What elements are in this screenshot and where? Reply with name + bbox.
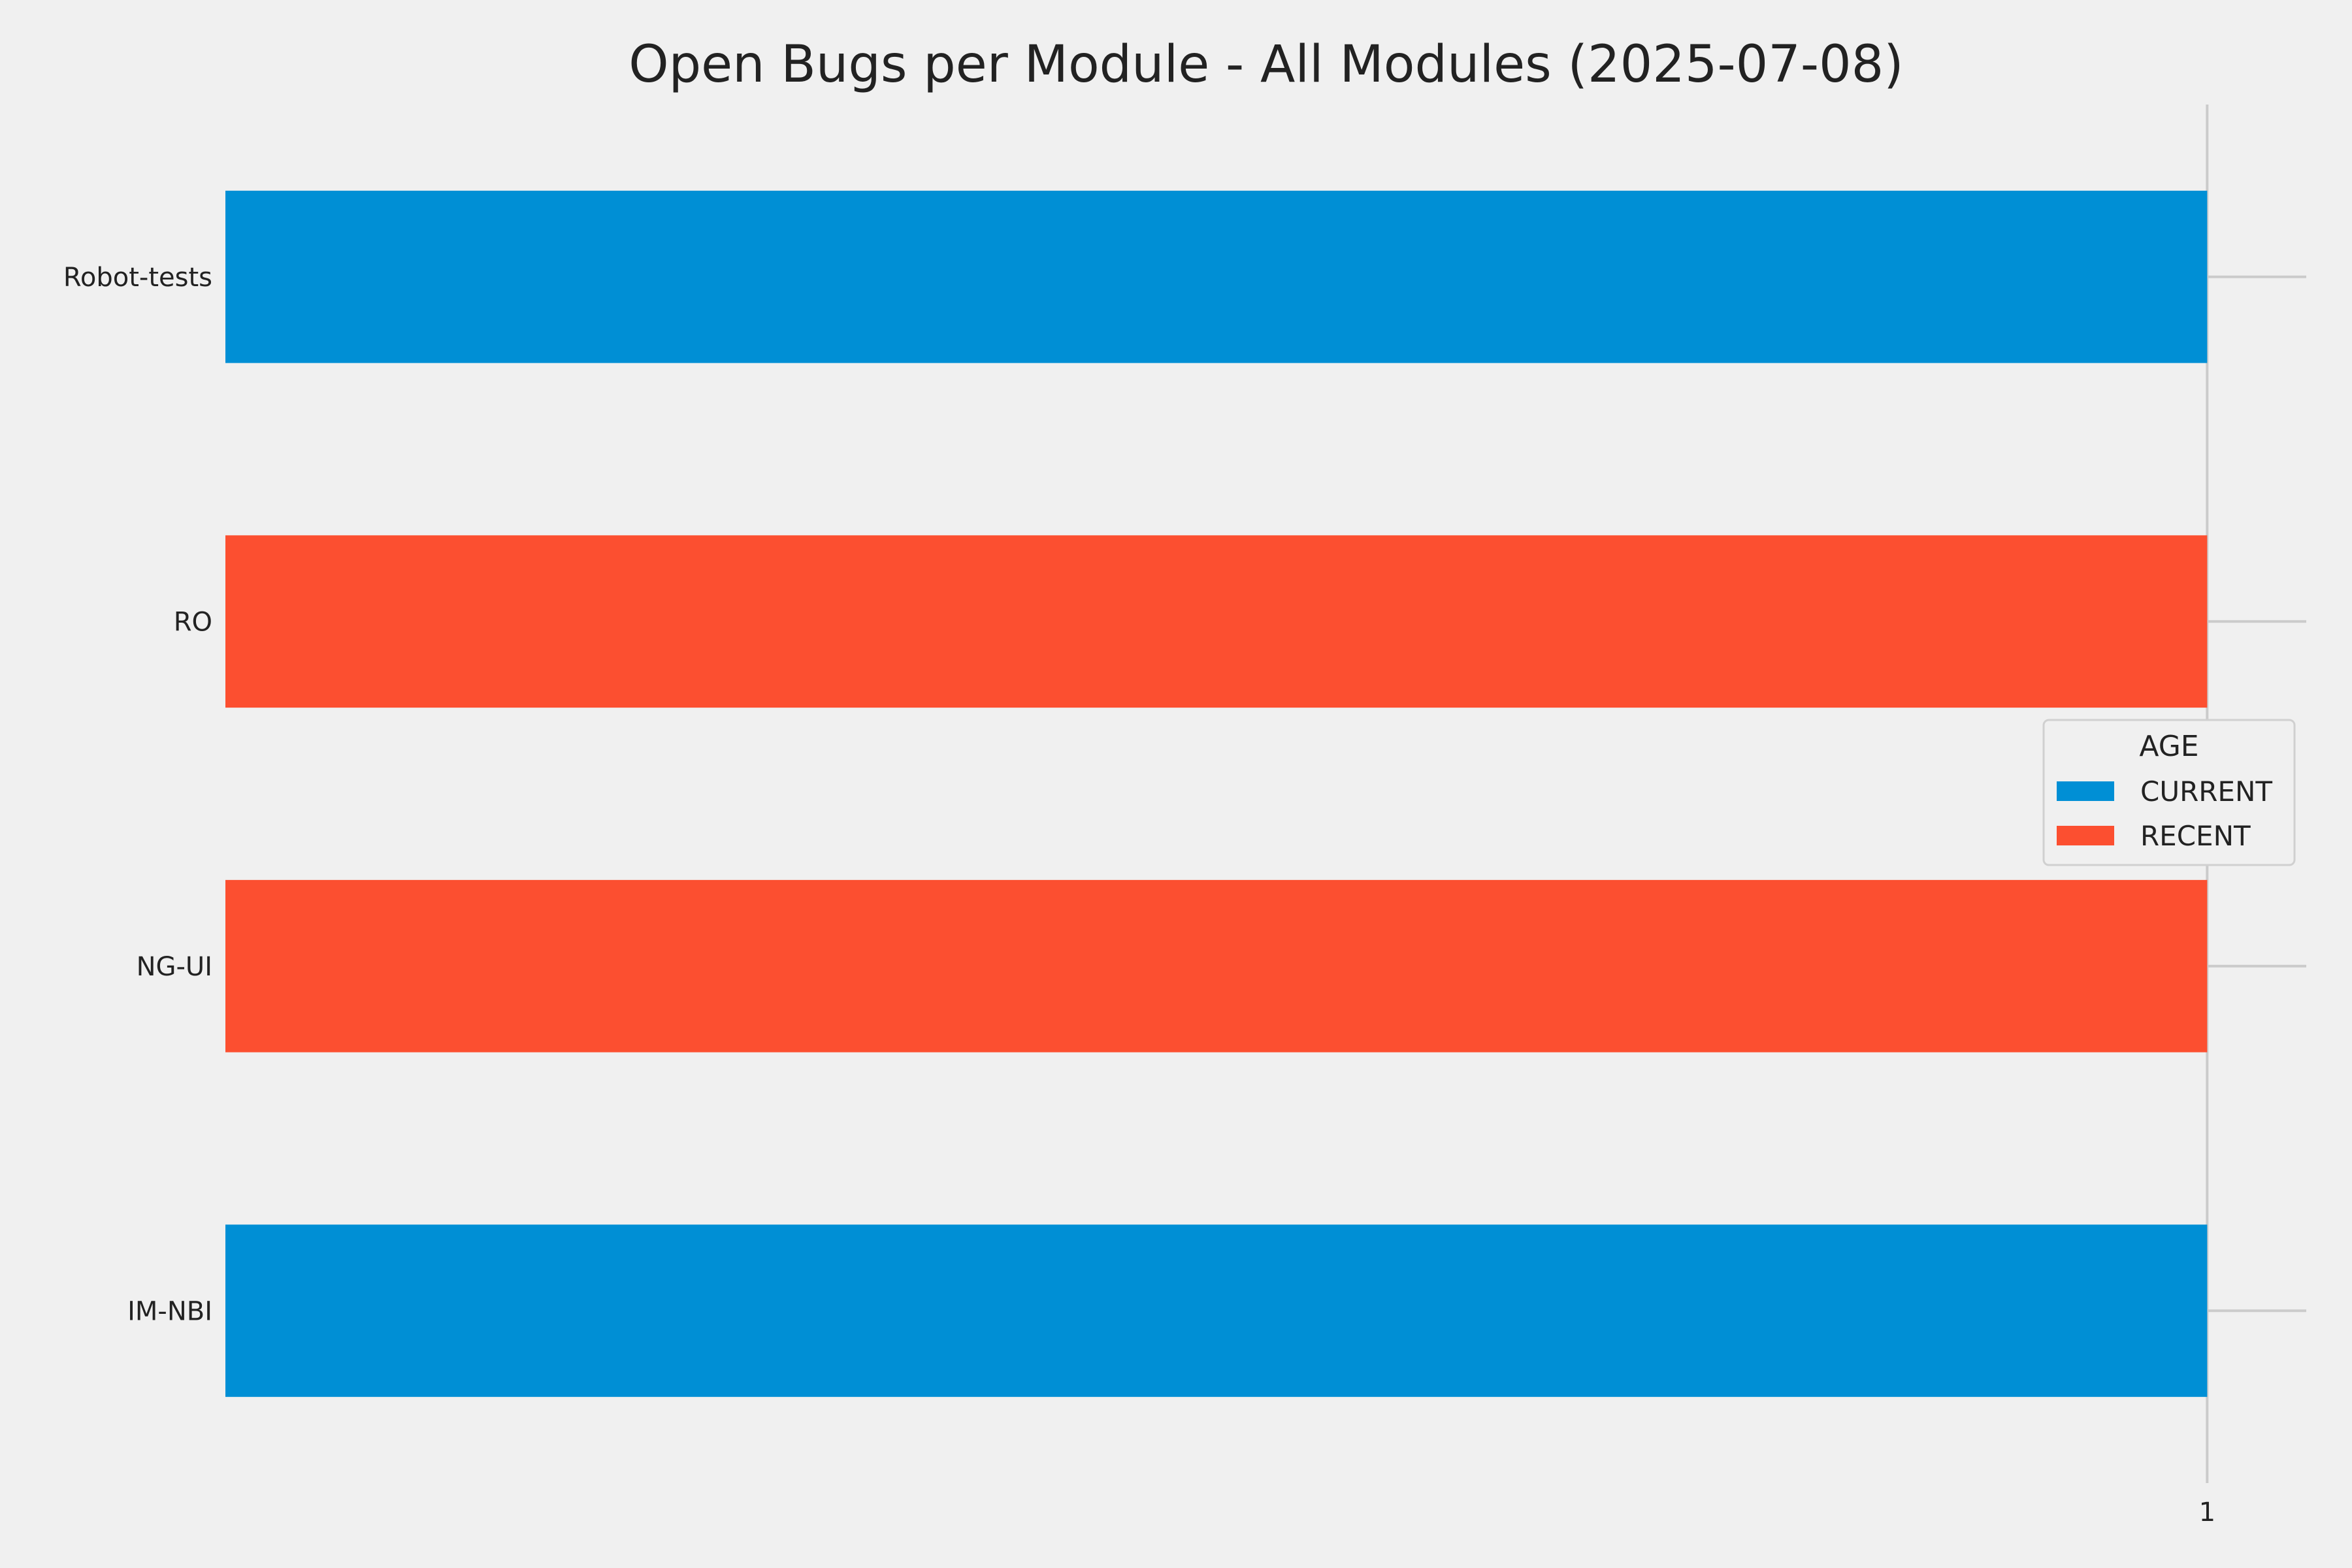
x-tick-labels: 1 [2199, 1497, 2215, 1527]
legend-label-recent: RECENT [2140, 820, 2251, 852]
bar-robot-tests [225, 190, 2208, 363]
legend: AGE CURRENT RECENT [2042, 719, 2296, 866]
bar-ro [225, 535, 2208, 708]
legend-swatch-current [2057, 781, 2114, 801]
bar-ng-ui [225, 879, 2208, 1053]
category-label-ng-ui: NG-UI [137, 952, 212, 982]
category-label-robot-tests: Robot-tests [63, 263, 212, 293]
category-labels: Robot-tests RO NG-UI IM-NBI [63, 263, 212, 1327]
category-label-im-nbi: IM-NBI [127, 1296, 212, 1326]
chart-title: Open Bugs per Module - All Modules (2025… [629, 35, 1903, 94]
bar-im-nbi [225, 1224, 2208, 1397]
legend-swatch-recent [2057, 826, 2114, 845]
x-tick-label: 1 [2199, 1497, 2215, 1527]
bars [225, 190, 2208, 1397]
category-label-ro: RO [174, 607, 212, 637]
legend-label-current: CURRENT [2140, 776, 2272, 808]
legend-title: AGE [2139, 730, 2198, 763]
